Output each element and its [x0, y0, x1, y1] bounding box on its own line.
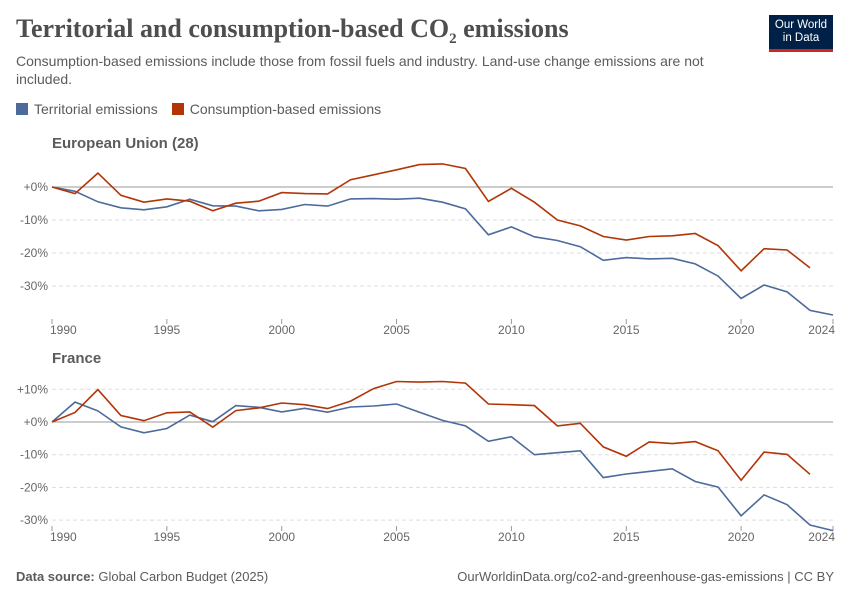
y-tick-label: +0% — [24, 415, 49, 429]
x-tick-label: 2000 — [268, 530, 295, 544]
y-tick-label: -10% — [20, 213, 48, 227]
title-subscript: 2 — [449, 31, 457, 48]
y-tick-label: +0% — [24, 180, 49, 194]
title-text: Territorial and consumption-based CO — [16, 14, 450, 43]
chart-subtitle: Consumption-based emissions include thos… — [16, 53, 704, 87]
y-tick-label: -30% — [20, 279, 48, 293]
x-tick-label: 2005 — [383, 323, 410, 337]
logo-line2: in Data — [782, 32, 820, 44]
y-tick-label: -20% — [20, 480, 48, 494]
x-tick-label: 1995 — [154, 530, 181, 544]
panel-title: France — [52, 350, 101, 367]
panel-0: European Union (28) +0% -10% -20% -30% 1990 19… — [20, 135, 835, 337]
x-tick-label: 2015 — [613, 530, 640, 544]
x-tick-label: 2000 — [268, 323, 295, 337]
territorial-line[interactable] — [51, 186, 834, 316]
x-tick-label: 2010 — [498, 530, 525, 544]
chart-title: Territorial and consumption-based CO2 em… — [16, 14, 569, 48]
source-label: Data source: — [16, 569, 95, 584]
title-end: emissions — [456, 14, 569, 43]
legend-label: Consumption-based emissions — [189, 101, 382, 117]
x-tick-label: 2015 — [613, 323, 640, 337]
y-tick-label: -10% — [20, 448, 48, 462]
territorial-line[interactable] — [51, 401, 834, 532]
legend-item-consumption[interactable]: Consumption-based emissions — [171, 101, 382, 117]
y-tick-label: -30% — [20, 513, 48, 527]
legend-label: Territorial emissions — [34, 101, 158, 117]
panel-1: France +10% +0% -10% -20% -30%1990 1995 2000 200… — [17, 350, 835, 544]
y-tick-label: +10% — [17, 382, 48, 396]
x-tick-label: 1990 — [50, 530, 77, 544]
consumption-line[interactable] — [51, 380, 811, 482]
legend: Territorial emissions Consumption-based … — [16, 101, 381, 117]
owid-logo[interactable]: Our World in Data — [769, 15, 833, 52]
footer-source: Data source: Global Carbon Budget (2025) — [16, 569, 268, 584]
y-tick-label: -20% — [20, 246, 48, 260]
x-tick-label: 2005 — [383, 530, 410, 544]
x-tick-label: 2024 — [808, 530, 835, 544]
x-tick-label: 1990 — [50, 323, 77, 337]
x-tick-label: 2024 — [808, 323, 835, 337]
x-tick-label: 2010 — [498, 323, 525, 337]
panel-title: European Union (28) — [52, 135, 199, 152]
logo-line1: Our World — [774, 19, 828, 31]
legend-item-territorial[interactable]: Territorial emissions — [16, 101, 158, 117]
x-tick-label: 2020 — [728, 530, 755, 544]
x-tick-label: 1995 — [154, 323, 181, 337]
source-text: Global Carbon Budget (2025) — [98, 569, 269, 584]
legend-swatch-territorial — [16, 103, 28, 115]
consumption-line[interactable] — [51, 163, 811, 272]
x-tick-label: 2020 — [728, 323, 755, 337]
legend-swatch-consumption — [171, 103, 184, 115]
footer-url[interactable]: OurWorldinData.org/co2-and-greenhouse-ga… — [457, 569, 834, 584]
